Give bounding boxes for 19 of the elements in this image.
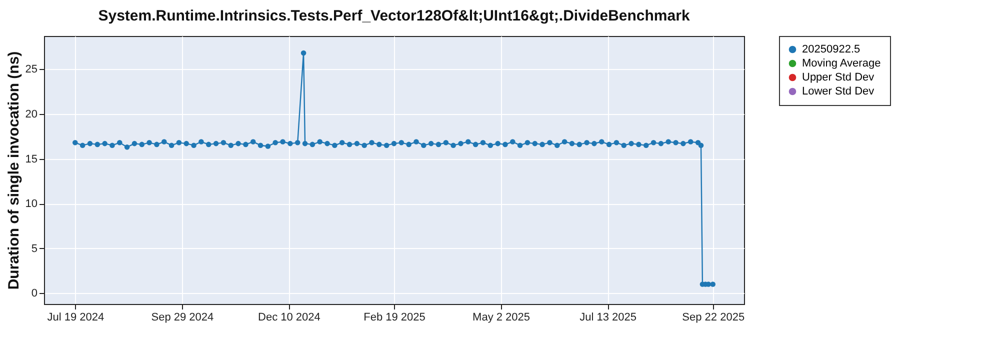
y-tick-label: 15 — [25, 153, 38, 166]
x-tick-label: Sep 22 2025 — [682, 312, 745, 324]
x-tick-label: Jul 13 2025 — [580, 312, 637, 324]
legend-label: Upper Std Dev — [802, 72, 875, 84]
legend-label: 20250922.5 — [802, 44, 860, 56]
x-tick-label: May 2 2025 — [472, 312, 530, 324]
y-tick-label: 5 — [31, 242, 38, 255]
y-tick-label: 20 — [25, 108, 38, 120]
legend-label: Lower Std Dev — [802, 86, 875, 98]
chart-title: System.Runtime.Intrinsics.Tests.Perf_Vector128Of&lt;UInt16&gt;.DivideBenchmark — [98, 8, 690, 24]
x-tick-label: Dec 10 2024 — [258, 312, 320, 324]
y-tick-label: 10 — [25, 198, 38, 210]
x-tick-label: Sep 29 2024 — [151, 312, 214, 324]
x-tick-label: Feb 19 2025 — [364, 312, 426, 324]
y-tick-label: 0 — [31, 288, 38, 300]
legend-label: Moving Average — [802, 58, 881, 70]
y-axis-title: Duration of single invocation (ns) — [5, 51, 22, 290]
y-tick-label: 25 — [25, 64, 38, 76]
x-tick-label: Jul 19 2024 — [47, 312, 104, 324]
